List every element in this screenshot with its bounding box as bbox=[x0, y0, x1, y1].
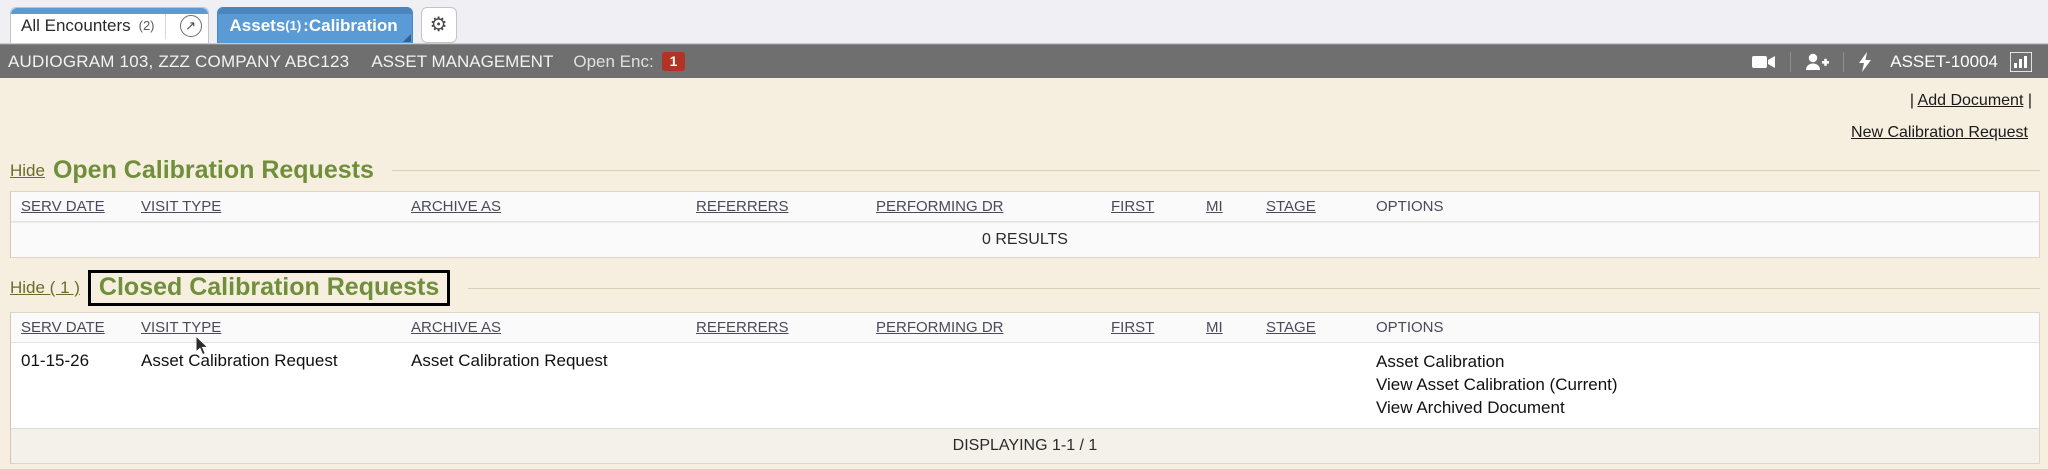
tab-strip: All Encounters (2) ↗ Assets (1) :Calibra… bbox=[0, 0, 2048, 44]
open-requests-panel: SERV DATE VISIT TYPE ARCHIVE AS REFERRER… bbox=[10, 191, 2040, 258]
top-links-row-2: New Calibration Request bbox=[0, 110, 2048, 142]
closed-section-hide-link[interactable]: Hide ( 1 ) bbox=[10, 278, 80, 297]
cell-first bbox=[1111, 342, 1206, 428]
open-table-empty-message: 0 RESULTS bbox=[11, 222, 2039, 257]
patient-title: AUDIOGRAM 103, ZZZ COMPANY ABC123 bbox=[8, 51, 350, 71]
page-content: | Add Document | New Calibration Request… bbox=[0, 78, 2048, 469]
tab-all-encounters[interactable]: All Encounters (2) ↗ bbox=[10, 7, 209, 43]
add-user-button[interactable] bbox=[1791, 53, 1843, 71]
closed-col-archive-as[interactable]: ARCHIVE AS bbox=[411, 313, 696, 343]
option-view-archived-document[interactable]: View Archived Document bbox=[1376, 397, 1565, 417]
closed-col-serv-date[interactable]: SERV DATE bbox=[11, 313, 141, 343]
cell-archive-as: Asset Calibration Request bbox=[411, 342, 696, 428]
context-bar: AUDIOGRAM 103, ZZZ COMPANY ABC123 ASSET … bbox=[0, 44, 2048, 78]
closed-section-header: Hide ( 1 ) Closed Calibration Requests bbox=[0, 270, 2048, 306]
tab-assets-calibration[interactable]: Assets (1) :Calibration bbox=[216, 7, 413, 43]
closed-col-visit-type[interactable]: VISIT TYPE bbox=[141, 313, 411, 343]
asset-chart-button[interactable] bbox=[2010, 51, 2038, 72]
cell-referrers bbox=[696, 342, 876, 428]
open-encounters-badge[interactable]: 1 bbox=[661, 51, 686, 72]
closed-requests-panel: SERV DATE VISIT TYPE ARCHIVE AS REFERRER… bbox=[10, 312, 2040, 464]
video-camera-button[interactable] bbox=[1738, 54, 1790, 70]
closed-col-performing-dr[interactable]: PERFORMING DR bbox=[876, 313, 1111, 343]
open-table-header-row: SERV DATE VISIT TYPE ARCHIVE AS REFERRER… bbox=[11, 192, 2039, 222]
closed-requests-table: SERV DATE VISIT TYPE ARCHIVE AS REFERRER… bbox=[11, 313, 2039, 428]
tab-all-encounters-count: (2) bbox=[138, 18, 155, 33]
video-camera-icon bbox=[1752, 55, 1776, 68]
cell-serv-date: 01-15-26 bbox=[11, 342, 141, 428]
cell-mi bbox=[1206, 342, 1266, 428]
module-name: ASSET MANAGEMENT bbox=[371, 51, 554, 71]
cell-options: Asset Calibration View Asset Calibration… bbox=[1376, 342, 2039, 428]
cell-performing-dr bbox=[876, 342, 1111, 428]
tab-assets-label: Assets bbox=[229, 15, 286, 35]
open-section-title: Open Calibration Requests bbox=[52, 156, 374, 184]
open-col-archive-as[interactable]: ARCHIVE AS bbox=[411, 192, 696, 222]
section-rule bbox=[468, 287, 2040, 289]
new-calibration-request-link[interactable]: New Calibration Request bbox=[1851, 124, 2028, 141]
open-encounters-label: Open Enc: bbox=[573, 51, 654, 71]
open-col-first[interactable]: FIRST bbox=[1111, 192, 1206, 222]
open-section-header: Hide Open Calibration Requests bbox=[0, 156, 2048, 185]
tab-assets-count: (1) bbox=[285, 18, 302, 33]
table-row[interactable]: 01-15-26 Asset Calibration Request Asset… bbox=[11, 342, 2039, 428]
divider bbox=[1843, 51, 1845, 72]
closed-col-mi[interactable]: MI bbox=[1206, 313, 1266, 343]
open-col-stage[interactable]: STAGE bbox=[1266, 192, 1376, 222]
open-requests-table: SERV DATE VISIT TYPE ARCHIVE AS REFERRER… bbox=[11, 192, 2039, 222]
open-col-mi[interactable]: MI bbox=[1206, 192, 1266, 222]
closed-calibration-requests-section: Hide ( 1 ) Closed Calibration Requests S… bbox=[0, 270, 2048, 464]
options-links: Asset Calibration View Asset Calibration… bbox=[1376, 351, 2039, 420]
option-view-asset-calibration[interactable]: View Asset Calibration (Current) bbox=[1376, 374, 1618, 394]
tab-divider bbox=[164, 12, 166, 39]
open-col-visit-type[interactable]: VISIT TYPE bbox=[141, 192, 411, 222]
top-links-row-1: | Add Document | bbox=[0, 78, 2048, 110]
tab-all-encounters-label: All Encounters bbox=[21, 15, 131, 35]
context-bar-left: AUDIOGRAM 103, ZZZ COMPANY ABC123 ASSET … bbox=[8, 51, 686, 72]
lightning-bolt-icon bbox=[1859, 51, 1872, 72]
settings-tab-button[interactable]: ⚙ bbox=[420, 7, 457, 43]
closed-col-first[interactable]: FIRST bbox=[1111, 313, 1206, 343]
context-bar-right: ASSET-10004 bbox=[1738, 51, 2038, 72]
closed-col-stage[interactable]: STAGE bbox=[1266, 313, 1376, 343]
open-calibration-requests-section: Hide Open Calibration Requests SERV DATE… bbox=[0, 156, 2048, 258]
open-col-performing-dr[interactable]: PERFORMING DR bbox=[876, 192, 1111, 222]
divider bbox=[1790, 51, 1792, 72]
bar-chart-icon bbox=[2010, 51, 2032, 72]
tab-all-encounters-open-button[interactable]: ↗ bbox=[174, 8, 208, 44]
add-document-link[interactable]: Add Document bbox=[1917, 92, 2024, 109]
add-document-prefix: | bbox=[1909, 92, 1914, 109]
gears-icon: ⚙ bbox=[429, 14, 448, 36]
cell-visit-type: Asset Calibration Request bbox=[141, 342, 411, 428]
quick-actions-button[interactable] bbox=[1844, 51, 1886, 72]
closed-table-footer: DISPLAYING 1-1 / 1 bbox=[11, 427, 2039, 463]
external-link-icon: ↗ bbox=[179, 14, 202, 37]
closed-col-options: OPTIONS bbox=[1376, 313, 2039, 343]
open-section-hide-link[interactable]: Hide bbox=[10, 160, 45, 180]
tab-assets-suffix: :Calibration bbox=[303, 15, 398, 35]
open-col-referrers[interactable]: REFERRERS bbox=[696, 192, 876, 222]
closed-table-header-row: SERV DATE VISIT TYPE ARCHIVE AS REFERRER… bbox=[11, 313, 2039, 343]
option-asset-calibration[interactable]: Asset Calibration bbox=[1376, 352, 1505, 371]
section-rule bbox=[391, 170, 2040, 171]
closed-section-title: Closed Calibration Requests bbox=[87, 270, 451, 306]
open-col-serv-date[interactable]: SERV DATE bbox=[11, 192, 141, 222]
closed-col-referrers[interactable]: REFERRERS bbox=[696, 313, 876, 343]
open-col-options: OPTIONS bbox=[1376, 192, 2039, 222]
cell-stage bbox=[1266, 342, 1376, 428]
asset-id: ASSET-10004 bbox=[1890, 51, 1998, 71]
add-user-icon bbox=[1806, 53, 1830, 70]
add-document-suffix: | bbox=[2027, 92, 2032, 109]
